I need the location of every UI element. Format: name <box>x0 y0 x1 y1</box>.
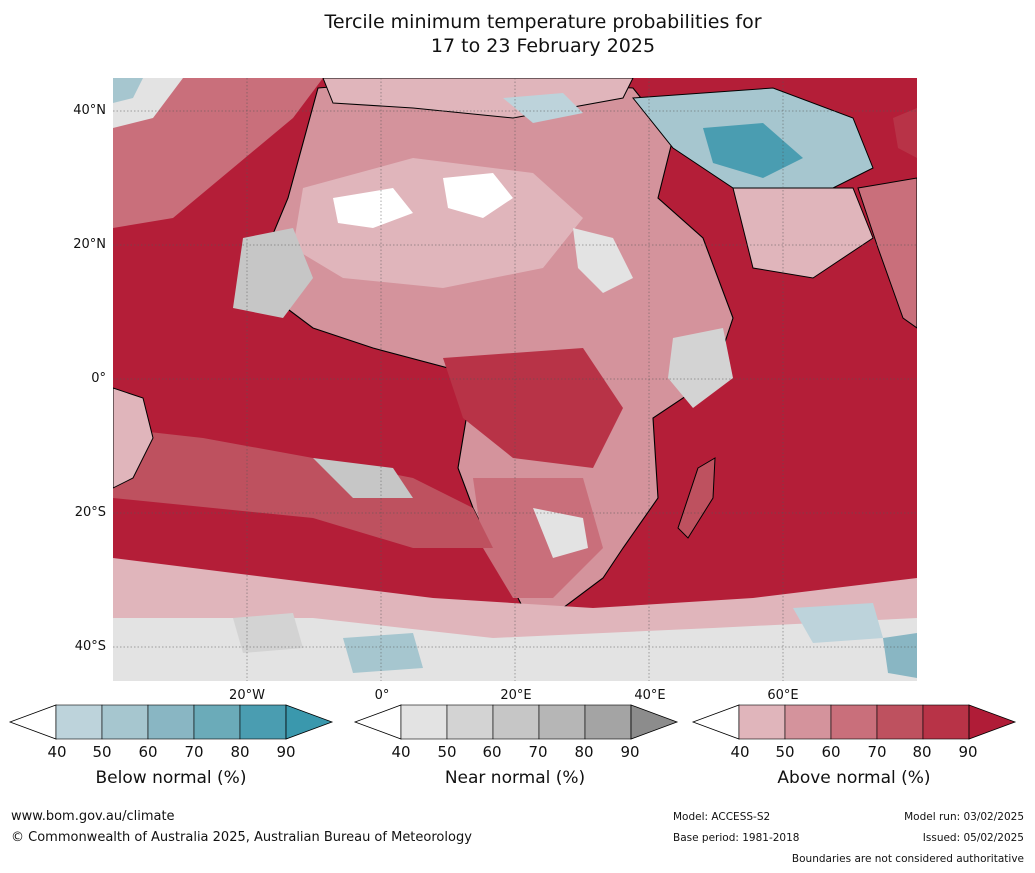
tick-below-60: 60 <box>138 743 158 761</box>
east-africa-near <box>668 328 733 408</box>
colorbar-near-segment-0 <box>400 704 448 740</box>
colorbar-below-min-extension <box>8 704 57 740</box>
south-america-corner <box>113 387 154 489</box>
arabia-landmass <box>732 187 874 279</box>
model-text: Model: ACCESS-S2 <box>673 811 771 823</box>
tick-below-70: 70 <box>184 743 204 761</box>
lat-label-20n: 20°N <box>73 237 106 252</box>
tick-near-40: 40 <box>391 743 411 761</box>
tick-above-60: 60 <box>821 743 841 761</box>
colorbar-below-label: Below normal (%) <box>95 768 247 788</box>
colorbar-near-min-extension <box>353 704 402 740</box>
colorbar-above-min-extension <box>691 704 740 740</box>
southern-africa-near <box>533 508 588 558</box>
colorbar-near <box>353 703 679 741</box>
tick-near-50: 50 <box>437 743 457 761</box>
central-africa-above <box>443 348 623 468</box>
colorbar-near-segment-2 <box>492 704 540 740</box>
tick-near-90: 90 <box>620 743 640 761</box>
colorbar-above-max-extension <box>968 704 1017 740</box>
graticule <box>113 78 917 681</box>
colorbar-above-svg <box>691 704 1017 740</box>
lon-label-40e: 40°E <box>634 688 666 703</box>
colorbar-below-segment-2 <box>147 704 195 740</box>
asia-above <box>893 108 917 158</box>
colorbar-above-segment-2 <box>830 704 878 740</box>
lat-label-40s: 40°S <box>74 639 106 654</box>
colorbar-above-segment-1 <box>784 704 832 740</box>
colorbar-below-segment-4 <box>239 704 287 740</box>
tick-near-60: 60 <box>482 743 502 761</box>
tick-near-70: 70 <box>528 743 548 761</box>
southern-ocean-near-2 <box>233 613 303 653</box>
map-canvas <box>113 78 917 681</box>
southern-ocean-below-3 <box>883 633 917 678</box>
sahara-white-patch <box>333 188 413 228</box>
tick-below-80: 80 <box>230 743 250 761</box>
tick-below-40: 40 <box>47 743 67 761</box>
forecast-map <box>113 78 917 681</box>
lat-label-20s: 20°S <box>74 505 106 520</box>
tick-above-40: 40 <box>730 743 750 761</box>
southern-ocean-below-2 <box>793 603 883 643</box>
colorbar-near-segment-4 <box>584 704 632 740</box>
south-atlantic-near <box>313 458 413 498</box>
north-atlantic-below <box>113 78 143 103</box>
model-run-text: Model run: 03/02/2025 <box>904 811 1024 823</box>
tick-above-70: 70 <box>867 743 887 761</box>
tick-below-90: 90 <box>276 743 296 761</box>
south-atlantic-band <box>113 428 493 548</box>
lon-label-0: 0° <box>374 688 390 703</box>
issued-text: Issued: 05/02/2025 <box>922 832 1024 844</box>
west-africa-near <box>233 228 313 318</box>
copyright-text: © Commonwealth of Australia 2025, Austra… <box>11 830 472 845</box>
lon-label-20w: 20°W <box>229 688 265 703</box>
southern-africa-above <box>473 478 603 598</box>
europe-below <box>503 93 583 123</box>
colorbar-below-segment-1 <box>101 704 149 740</box>
colorbar-above-segment-4 <box>922 704 970 740</box>
india-landmass <box>857 177 917 329</box>
disclaimer-text: Boundaries are not considered authoritat… <box>791 853 1024 865</box>
colorbar-below-svg <box>8 704 334 740</box>
lon-label-20e: 20°E <box>500 688 532 703</box>
lat-label-40n: 40°N <box>73 103 106 118</box>
north-atlantic-band <box>113 78 323 228</box>
title-line-2: 17 to 23 February 2025 <box>430 35 656 57</box>
colorbar-near-label: Near normal (%) <box>444 768 586 788</box>
colorbar-below-segment-0 <box>55 704 103 740</box>
colorbar-above-segment-0 <box>738 704 786 740</box>
madagascar <box>677 457 716 539</box>
colorbar-near-segment-3 <box>538 704 586 740</box>
colorbar-below-max-extension <box>285 704 334 740</box>
tick-below-50: 50 <box>92 743 112 761</box>
map-title: Tercile minimum temperature probabilitie… <box>0 10 1035 58</box>
lon-label-60e: 60°E <box>767 688 799 703</box>
colorbar-near-max-extension <box>630 704 679 740</box>
lat-label-0: 0° <box>91 371 106 386</box>
colorbar-above <box>691 703 1017 741</box>
colorbar-below <box>8 703 334 741</box>
colorbar-above-label: Above normal (%) <box>777 768 931 788</box>
colorbar-above-segment-3 <box>876 704 924 740</box>
sahara-white-patch-2 <box>443 173 513 218</box>
tick-above-80: 80 <box>912 743 932 761</box>
tick-near-80: 80 <box>574 743 594 761</box>
website-link[interactable]: www.bom.gov.au/climate <box>11 809 175 824</box>
title-line-1: Tercile minimum temperature probabilitie… <box>324 11 762 33</box>
base-period-text: Base period: 1981-2018 <box>673 832 800 844</box>
colorbar-near-segment-1 <box>446 704 494 740</box>
red-sea-near <box>573 228 633 293</box>
tick-above-50: 50 <box>775 743 795 761</box>
tick-above-90: 90 <box>958 743 978 761</box>
southern-ocean-below <box>343 633 423 673</box>
sahara-above-light <box>293 158 583 288</box>
colorbar-near-svg <box>353 704 679 740</box>
colorbar-below-segment-3 <box>193 704 241 740</box>
middle-east-below-strong <box>703 123 803 178</box>
